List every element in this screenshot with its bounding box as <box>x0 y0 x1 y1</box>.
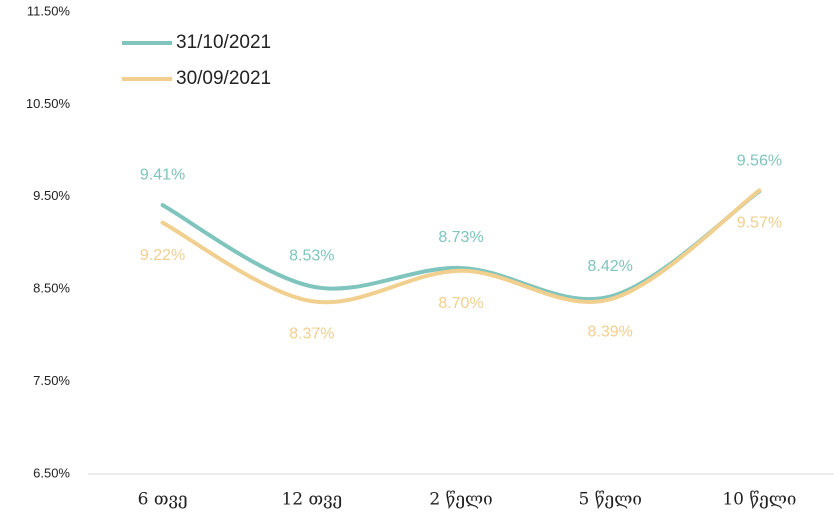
y-tick-label: 9.50% <box>33 188 70 203</box>
data-label: 8.70% <box>438 295 483 312</box>
series-line <box>160 188 762 305</box>
y-tick-label: 8.50% <box>33 281 70 296</box>
legend-label: 31/10/2021 <box>176 32 271 53</box>
legend-label: 30/09/2021 <box>176 68 271 89</box>
x-tick-label: 2 წელი <box>429 490 492 510</box>
y-tick-label: 10.50% <box>26 96 71 111</box>
data-label: 9.22% <box>140 247 185 264</box>
x-tick-label: 10 წელი <box>722 490 796 510</box>
x-tick-label: 5 წელი <box>579 490 642 510</box>
x-tick-label: 12 თვე <box>281 490 342 510</box>
data-label: 8.39% <box>588 324 633 341</box>
y-tick-label: 6.50% <box>33 465 70 480</box>
data-label: 9.41% <box>140 166 185 183</box>
data-label: 9.57% <box>737 215 782 232</box>
data-label: 8.37% <box>289 325 334 342</box>
x-tick-label: 6 თვე <box>138 490 188 510</box>
y-tick-label: 7.50% <box>33 373 70 388</box>
data-label: 9.56% <box>737 152 782 169</box>
data-label: 8.53% <box>289 248 334 265</box>
data-label: 8.42% <box>588 258 633 275</box>
y-tick-label: 11.50% <box>27 3 71 18</box>
data-label: 8.73% <box>438 229 483 246</box>
